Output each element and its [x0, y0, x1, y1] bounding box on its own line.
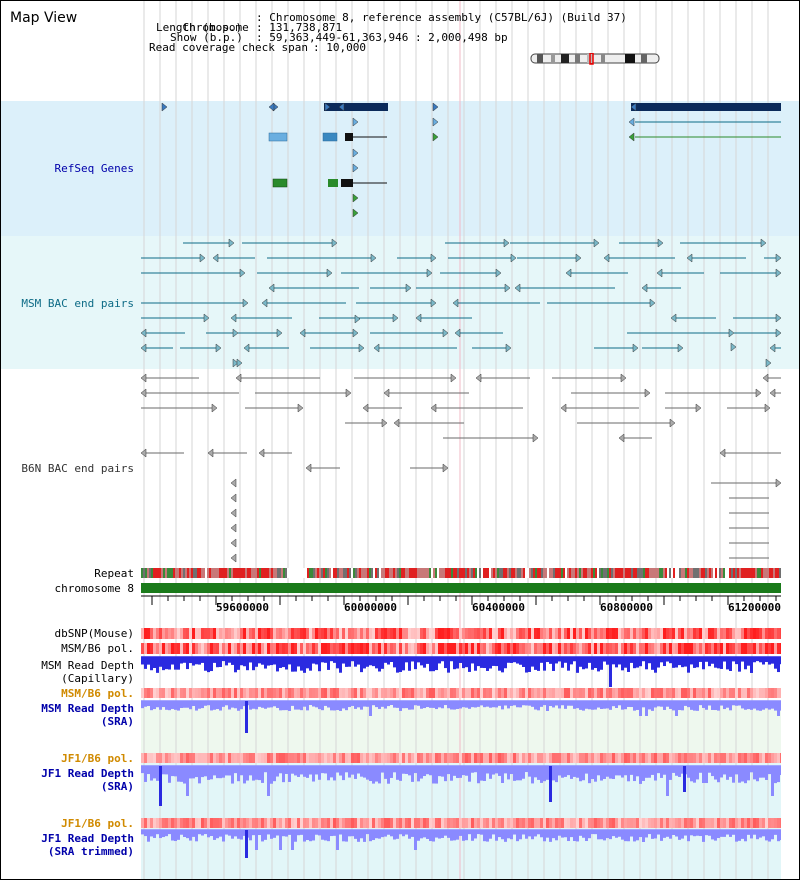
dbsnp-strip — [141, 628, 781, 639]
chromosome-bar — [141, 583, 781, 593]
axis-tick-label: 59600000 — [216, 601, 269, 614]
msm-bac-end-pairs[interactable] — [141, 238, 781, 368]
coordinate-grid — [143, 1, 769, 879]
msm-b6-pol-label-1: MSM/B6 pol. — [61, 642, 134, 655]
show-value: : 59,363,449-61,363,946 : 2,000,498 bp — [256, 31, 508, 44]
chromosome-label: chromosome 8 — [54, 582, 134, 595]
axis-tick-label: 61200000 — [728, 601, 781, 614]
axis-tick-label: 60800000 — [600, 601, 653, 614]
axis-tick-label: 60000000 — [344, 601, 397, 614]
msm-read-depth-capillary — [141, 656, 781, 687]
msm-read-depth-sra — [141, 700, 781, 716]
jf1-b6-pol-strip-2 — [141, 818, 781, 828]
jf1-read-depth-trimmed-label: JF1 Read Depth (SRA trimmed) — [41, 832, 134, 858]
span-key: Read coverage check span — [149, 41, 308, 54]
span-value: : 10,000 — [313, 41, 366, 54]
length-key: Length (b.p.) — [156, 21, 243, 34]
jf1-b6-pol-label-1: JF1/B6 pol. — [61, 752, 134, 765]
jf1-read-depth-sra-label: JF1 Read Depth (SRA) — [41, 767, 134, 793]
position-axis — [141, 595, 781, 605]
chromosome-key: Chromosome — [182, 21, 249, 34]
refseq-genes[interactable] — [161, 102, 781, 218]
chromosome-info: Chromosome — [156, 13, 249, 43]
refseq-genes-label: RefSeq Genes — [54, 162, 134, 175]
show-key: Show (b.p.) — [170, 31, 243, 44]
axis-tick-label: 60400000 — [472, 601, 525, 614]
b6n-bac-label: B6N BAC end pairs — [21, 462, 134, 475]
msm-b6-pol-strip-1 — [141, 643, 781, 654]
msm-b6-pol-strip-2 — [141, 688, 781, 698]
chromosome-ideogram[interactable] — [529, 53, 663, 65]
chromosome-value: : Chromosome 8, reference assembly (C57B… — [256, 11, 627, 24]
msm-read-depth-capillary-label: MSM Read Depth (Capillary) — [41, 659, 134, 685]
depth-spikes — [159, 701, 686, 858]
jf1-b6-pol-label-2: JF1/B6 pol. — [61, 817, 134, 830]
jf1-read-depth-trimmed — [141, 829, 781, 850]
repeat-label: Repeat — [94, 567, 134, 580]
repeat-track — [141, 568, 781, 578]
jf1-b6-pol-strip-1 — [141, 753, 781, 763]
b6n-bac-end-pairs[interactable] — [141, 373, 781, 563]
length-value: : 131,738,871 — [256, 21, 343, 34]
msm-b6-pol-label-2: MSM/B6 pol. — [61, 687, 134, 700]
msm-read-depth-sra-label: MSM Read Depth (SRA) — [41, 702, 134, 728]
page-title: Map View — [10, 10, 78, 26]
genome-tracks[interactable] — [141, 1, 781, 879]
dbsnp-label: dbSNP(Mouse) — [54, 627, 134, 640]
msm-bac-label: MSM BAC end pairs — [21, 297, 134, 310]
